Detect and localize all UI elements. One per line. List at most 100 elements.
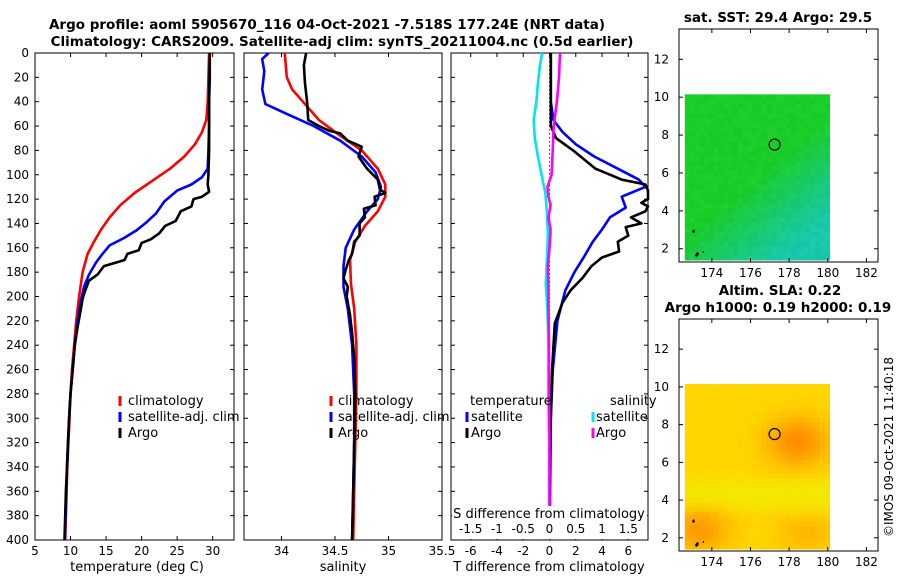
map-cell xyxy=(824,118,831,124)
map-cell xyxy=(733,99,739,105)
map-cell xyxy=(752,103,758,109)
map-cell xyxy=(800,388,806,394)
map-cell xyxy=(781,393,787,399)
map-cell xyxy=(776,222,782,228)
map-cell xyxy=(791,118,797,124)
map-cell xyxy=(771,193,777,199)
y-tick-label: 220 xyxy=(6,314,29,328)
map-cell xyxy=(820,217,826,223)
map-cell xyxy=(781,184,787,190)
map-cell xyxy=(786,520,792,526)
map-cell xyxy=(742,445,748,451)
map-cell xyxy=(752,388,758,394)
map-cell xyxy=(708,245,715,252)
map-cell xyxy=(786,226,792,233)
map-cell xyxy=(776,492,782,498)
map-cell xyxy=(728,99,734,105)
map-cell xyxy=(684,478,691,484)
map-cell xyxy=(781,250,787,256)
map-cell xyxy=(810,511,816,517)
map-cell xyxy=(684,108,691,114)
map-cell xyxy=(795,212,802,218)
map-cell xyxy=(718,146,724,152)
y-tick-label: 400 xyxy=(6,533,29,547)
map-cell xyxy=(708,174,715,180)
map-cell xyxy=(815,198,821,204)
map-cell xyxy=(728,132,734,138)
map-cell xyxy=(766,108,773,114)
x-tick-label: -6 xyxy=(465,544,477,558)
map-cell xyxy=(771,478,777,484)
map-cell xyxy=(824,520,831,526)
map-cell xyxy=(723,450,729,456)
map-cell xyxy=(699,384,705,390)
map-cell xyxy=(771,118,777,124)
map-cell xyxy=(694,255,700,261)
map-cell xyxy=(699,402,705,409)
map-cell xyxy=(805,417,811,423)
map-cell xyxy=(733,198,739,204)
map-cell xyxy=(689,170,695,176)
map-cell xyxy=(747,459,753,465)
map-cell xyxy=(694,516,700,522)
map-cell xyxy=(791,388,797,394)
map-cell xyxy=(791,407,797,413)
map-cell xyxy=(791,487,797,493)
map-cell xyxy=(820,208,826,214)
map-cell xyxy=(689,103,695,109)
map-cell xyxy=(786,450,792,456)
map-cell xyxy=(771,534,777,541)
map-cell xyxy=(684,539,691,545)
map-cell xyxy=(718,497,724,503)
map-cell xyxy=(795,208,802,214)
map-cell xyxy=(742,103,748,109)
map-cell xyxy=(737,132,744,138)
map-cell xyxy=(737,435,744,442)
map-cell xyxy=(805,113,811,119)
map-cell xyxy=(689,118,695,124)
map-cell xyxy=(815,132,821,138)
map-cell xyxy=(766,94,773,100)
top-tick-label: 0 xyxy=(546,522,554,536)
map-cell xyxy=(752,184,758,190)
map-cell xyxy=(737,445,744,451)
map-cell xyxy=(824,141,831,147)
map-cell xyxy=(762,516,768,522)
map-cell xyxy=(776,226,782,233)
map-cell xyxy=(728,464,734,470)
map-cell xyxy=(708,501,715,508)
map-cell xyxy=(762,226,768,233)
map-cell xyxy=(781,473,787,479)
map-cell xyxy=(762,544,768,550)
map-cell xyxy=(805,179,811,185)
map-cell xyxy=(766,170,773,176)
map-cell xyxy=(800,108,806,114)
map-cell xyxy=(728,417,734,423)
map-cell xyxy=(718,136,724,143)
map-cell xyxy=(752,417,758,423)
map-cell xyxy=(708,179,715,185)
map-cell xyxy=(742,241,748,247)
map-cell xyxy=(766,530,773,536)
map-cell xyxy=(800,122,806,128)
map-cell xyxy=(733,226,739,233)
map-cell xyxy=(776,127,782,133)
map-cell xyxy=(723,435,729,442)
map-cell xyxy=(800,431,806,437)
map-cell xyxy=(810,127,816,133)
map-cell xyxy=(747,255,753,261)
map-cell xyxy=(708,539,715,545)
map-cell xyxy=(752,179,758,185)
map-cell xyxy=(728,127,734,133)
map-cell xyxy=(723,189,729,195)
map-cell xyxy=(684,113,691,119)
map-cell xyxy=(820,388,826,394)
map-cell xyxy=(684,208,691,214)
map-cell xyxy=(704,170,710,176)
map-cell xyxy=(684,407,691,413)
map-cell xyxy=(762,127,768,133)
map-cell xyxy=(824,122,831,128)
map-cell xyxy=(737,473,744,479)
map-cell xyxy=(810,94,816,100)
